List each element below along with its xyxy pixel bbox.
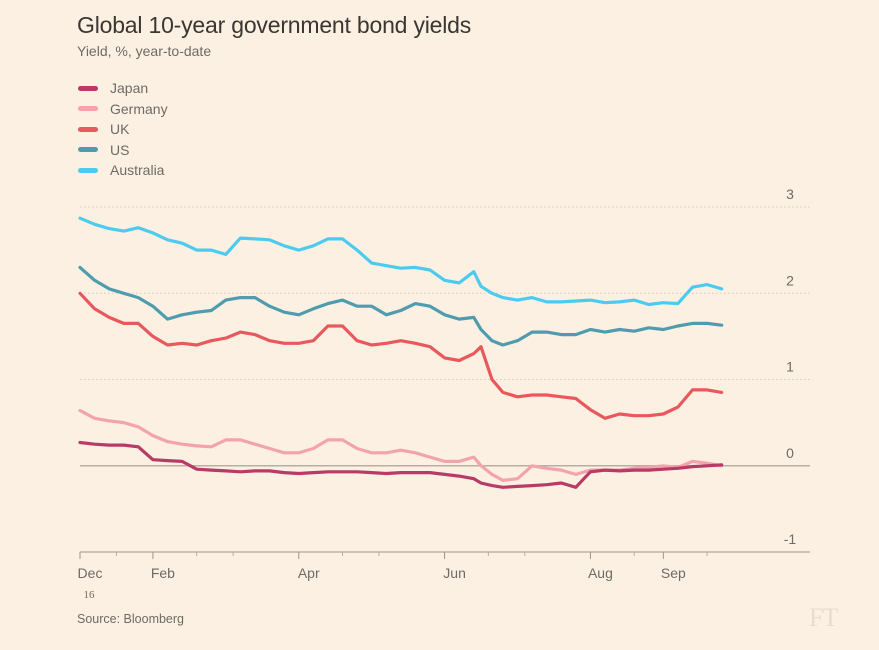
legend-swatch-us bbox=[78, 147, 98, 153]
source-note: Source: Bloomberg bbox=[77, 612, 185, 626]
legend-label-japan: Japan bbox=[110, 80, 149, 97]
legend-item-uk: UK bbox=[78, 119, 168, 140]
chart-title: Global 10-year government bond yields bbox=[77, 12, 472, 38]
series-line-australia bbox=[78, 216, 724, 307]
legend: Japan Germany UK US Australia bbox=[78, 78, 168, 181]
x-tick-label-dec: Dec bbox=[78, 565, 103, 581]
x-tick-label-aug: Aug bbox=[588, 565, 613, 581]
legend-swatch-germany bbox=[78, 106, 98, 112]
series-line-us bbox=[78, 265, 724, 347]
legend-label-germany: Germany bbox=[110, 100, 168, 117]
legend-label-us: US bbox=[110, 141, 130, 158]
legend-label-uk: UK bbox=[110, 121, 130, 138]
ft-logo: FT bbox=[809, 603, 838, 632]
x-tick-label-jun: Jun bbox=[443, 565, 466, 581]
series-line-uk bbox=[78, 291, 724, 420]
y-tick-label--1: -1 bbox=[784, 531, 797, 547]
legend-item-us: US bbox=[78, 140, 168, 161]
legend-swatch-australia bbox=[78, 167, 98, 173]
legend-swatch-uk bbox=[78, 126, 98, 132]
y-tick-label-1: 1 bbox=[786, 359, 794, 375]
y-tick-label-0: 0 bbox=[786, 445, 794, 461]
legend-label-australia: Australia bbox=[110, 162, 165, 179]
y-tick-label-2: 2 bbox=[786, 272, 794, 288]
legend-swatch-japan bbox=[78, 85, 98, 91]
y-tick-label-3: 3 bbox=[786, 186, 794, 202]
legend-item-australia: Australia bbox=[78, 160, 168, 181]
x-tick-label-feb: Feb bbox=[151, 565, 175, 581]
legend-item-germany: Germany bbox=[78, 99, 168, 120]
x-tick-label-apr: Apr bbox=[298, 565, 320, 581]
x-tick-sublabel-dec: 16 bbox=[84, 589, 96, 601]
series-line-japan bbox=[78, 440, 724, 489]
legend-item-japan: Japan bbox=[78, 78, 168, 99]
chart-subtitle: Yield, %, year-to-date bbox=[77, 43, 212, 59]
x-tick-label-sep: Sep bbox=[661, 565, 686, 581]
